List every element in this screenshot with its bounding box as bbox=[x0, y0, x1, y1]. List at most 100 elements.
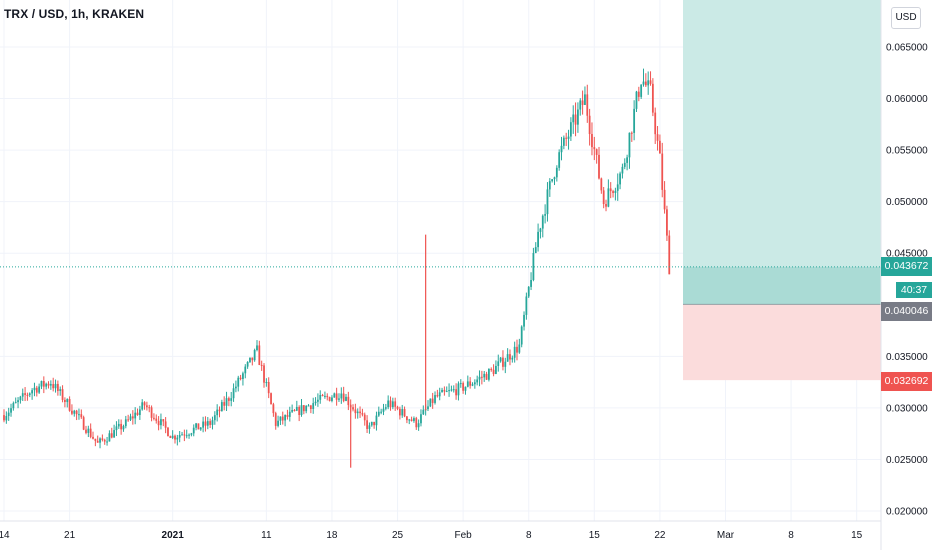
x-axis-tick-label: 15 bbox=[851, 530, 863, 541]
candle-body bbox=[225, 398, 228, 406]
candle-body bbox=[410, 419, 413, 421]
candle-body bbox=[223, 402, 226, 406]
candle-body bbox=[600, 178, 603, 191]
candle-body bbox=[588, 115, 591, 135]
candle-body bbox=[668, 235, 671, 275]
x-axis-tick-label: 14 bbox=[0, 530, 10, 541]
candle-body bbox=[436, 395, 439, 397]
candle-body bbox=[476, 379, 479, 383]
x-axis-tick-label: 8 bbox=[788, 530, 794, 541]
candle-body bbox=[35, 387, 38, 393]
candle-body bbox=[398, 408, 401, 416]
candle-body bbox=[80, 414, 83, 418]
candle-body bbox=[537, 231, 539, 248]
candle-body bbox=[96, 440, 99, 443]
candle-body bbox=[539, 228, 542, 232]
candle-body bbox=[274, 413, 277, 426]
candle-body bbox=[443, 389, 446, 392]
candle-body bbox=[129, 416, 132, 420]
candle-body bbox=[569, 122, 572, 137]
candle-body bbox=[244, 366, 247, 374]
candle-body bbox=[581, 100, 584, 105]
candle-body bbox=[253, 350, 256, 361]
candle-body bbox=[619, 173, 621, 185]
candle-body bbox=[394, 401, 397, 407]
candle-body bbox=[288, 411, 291, 417]
candle-body bbox=[103, 439, 106, 442]
candle-body bbox=[502, 357, 504, 367]
symbol-title: TRX / USD, 1h, KRAKEN bbox=[4, 7, 145, 21]
candle-body bbox=[598, 154, 600, 179]
candle-body bbox=[434, 395, 436, 403]
candle-body bbox=[49, 384, 52, 386]
candle-body bbox=[143, 402, 146, 406]
candle-body bbox=[291, 410, 294, 412]
candle-body bbox=[26, 394, 29, 396]
y-axis-tick-label: 0.025000 bbox=[886, 455, 928, 466]
candle-body bbox=[52, 384, 55, 389]
candle-body bbox=[71, 410, 73, 414]
candle-body bbox=[192, 427, 195, 434]
x-axis-tick-label: 22 bbox=[654, 530, 666, 541]
candle-body bbox=[455, 389, 458, 396]
x-axis-tick-label: Mar bbox=[717, 530, 735, 541]
candle-body bbox=[94, 438, 97, 441]
candle-body bbox=[544, 214, 547, 216]
x-axis-tick-label: 21 bbox=[64, 530, 76, 541]
candle-body bbox=[162, 419, 165, 422]
candle-body bbox=[134, 412, 137, 419]
candle-body bbox=[377, 411, 380, 416]
candle-body bbox=[518, 344, 521, 353]
candle-body bbox=[40, 380, 43, 387]
candle-body bbox=[630, 132, 633, 134]
candle-body bbox=[328, 397, 331, 401]
candle-body bbox=[637, 91, 640, 97]
candle-body bbox=[609, 188, 612, 192]
candle-body bbox=[235, 386, 237, 389]
candle-body bbox=[92, 436, 94, 439]
candle-body bbox=[483, 373, 486, 378]
candle-body bbox=[345, 396, 347, 401]
candle-body bbox=[232, 388, 235, 399]
candle-body bbox=[195, 423, 197, 428]
candle-body bbox=[577, 109, 579, 125]
candle-body bbox=[560, 145, 563, 153]
candle-body bbox=[267, 382, 270, 394]
candle-body bbox=[642, 81, 645, 85]
candle-body bbox=[33, 387, 36, 391]
candle-body bbox=[401, 409, 404, 416]
candle-body bbox=[389, 400, 392, 408]
candle-body bbox=[38, 386, 41, 393]
candle-body bbox=[464, 386, 467, 391]
candle-body bbox=[459, 383, 462, 385]
candle-body bbox=[99, 438, 101, 443]
candle-body bbox=[666, 209, 668, 236]
candle-body bbox=[384, 407, 387, 409]
candle-body bbox=[406, 416, 408, 421]
candle-body bbox=[319, 395, 322, 400]
candle-body bbox=[584, 94, 586, 105]
candle-body bbox=[21, 393, 24, 397]
candle-body bbox=[263, 365, 265, 383]
candle-body bbox=[314, 401, 317, 404]
candle-body bbox=[12, 403, 15, 409]
candle-body bbox=[506, 354, 509, 362]
candle-body bbox=[579, 100, 582, 110]
candle-body bbox=[216, 409, 219, 416]
candle-body bbox=[640, 84, 643, 97]
candle-body bbox=[663, 189, 666, 210]
y-axis-tick-label: 0.050000 bbox=[886, 197, 928, 208]
candle-body bbox=[171, 435, 174, 438]
candle-body bbox=[14, 402, 17, 404]
candle-body bbox=[64, 399, 66, 403]
candle-body bbox=[469, 381, 472, 386]
entry-price-tag: 0.040046 bbox=[881, 302, 932, 321]
candle-body bbox=[485, 373, 488, 380]
candle-body bbox=[644, 81, 647, 86]
candle-body bbox=[138, 409, 141, 415]
candle-body bbox=[127, 419, 130, 421]
candle-body bbox=[445, 391, 448, 393]
currency-button[interactable]: USD bbox=[891, 7, 921, 29]
